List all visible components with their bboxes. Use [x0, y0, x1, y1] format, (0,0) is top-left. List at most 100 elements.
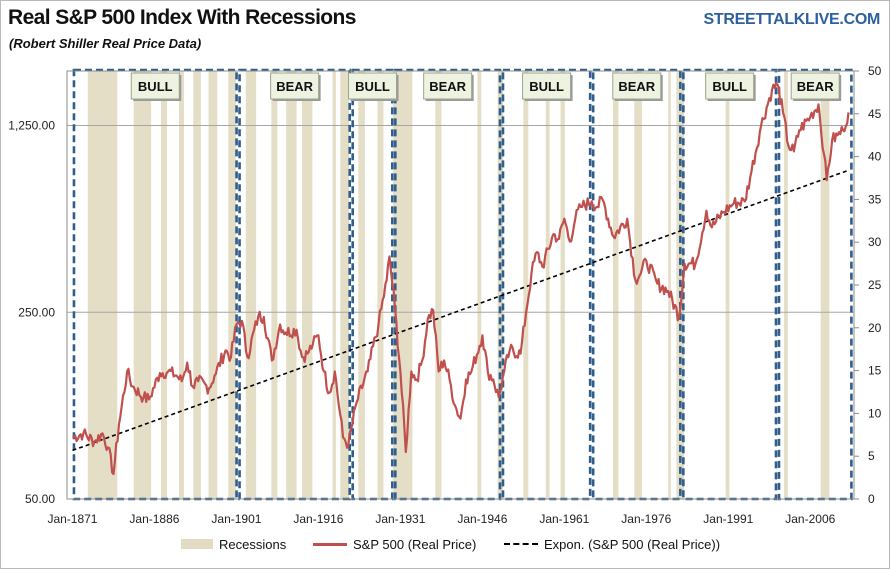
plot-area-border: [66, 70, 855, 500]
recession-band: [784, 71, 788, 499]
x-tick-label: Jan-2006: [785, 512, 835, 526]
recession-band: [634, 71, 642, 499]
phase-label-text: BEAR: [618, 79, 655, 94]
phase-box-bull: [501, 68, 592, 501]
y-right-tick-label: 15: [868, 364, 882, 378]
phase-label-box: [423, 72, 473, 100]
phase-labels: BULL BEAR BULL BEAR BULL BEAR BULL BEAR: [130, 72, 842, 101]
legend-recessions: Recessions: [181, 534, 286, 554]
recession-band: [435, 71, 442, 499]
legend-expon-label: Expon. (S&P 500 (Real Price)): [544, 536, 721, 552]
y-right-tick-label: 0: [868, 492, 875, 506]
phase-label-text: BEAR: [429, 79, 466, 94]
chart-subtitle: (Robert Shiller Real Price Data): [9, 36, 202, 51]
brand-logo-text: STREETTALKLIVE.COM: [703, 11, 880, 28]
phase-label-bull: BULL: [348, 72, 399, 101]
x-tick-label: Jan-1946: [457, 512, 507, 526]
recession-band: [523, 71, 529, 499]
y-right-tick-label: 10: [868, 406, 882, 420]
legend-sp500-label: S&P 500 (Real Price): [353, 536, 477, 552]
phase-label-box: [270, 72, 320, 100]
x-tick-label: Jan-1901: [211, 512, 261, 526]
recession-band: [560, 71, 565, 499]
phase-label-box: [705, 72, 755, 100]
legend-recessions-label: Recessions: [219, 536, 287, 552]
x-tick-label: Jan-1976: [621, 512, 671, 526]
phase-box-bear: [591, 68, 682, 501]
recession-band: [286, 71, 297, 499]
phase-label-text: BEAR: [276, 79, 313, 94]
recession-band: [392, 71, 413, 499]
recession-band: [193, 71, 201, 499]
legend-expon: Expon. (S&P 500 (Real Price)): [504, 534, 720, 554]
phase-label-bear: BEAR: [612, 72, 663, 101]
y-left-tick-label: 1,250.00: [8, 119, 55, 133]
phase-label-bear: BEAR: [790, 72, 842, 101]
legend-expon-swatch: [504, 543, 538, 545]
recession-band: [477, 71, 482, 499]
y-left-tick-label: 250.00: [18, 305, 55, 319]
x-tick-label: Jan-1991: [703, 512, 753, 526]
phase-label-text: BULL: [355, 79, 390, 94]
recession-band: [228, 71, 236, 499]
phase-label-bull: BULL: [705, 72, 756, 101]
recession-band: [332, 71, 336, 499]
y-right-tick-label: 40: [868, 150, 882, 164]
recession-band: [179, 71, 184, 499]
recession-band: [340, 71, 350, 499]
trend-layer: [72, 169, 849, 452]
recession-band: [358, 71, 365, 499]
phase-box-bear: [777, 68, 853, 501]
recession-bands: [87, 71, 830, 499]
recession-band: [161, 71, 168, 499]
legend: Recessions S&P 500 (Real Price) Expon. (…: [1, 534, 889, 554]
recession-band: [612, 71, 619, 499]
sp500-real-price-line: [72, 82, 850, 476]
phase-label-box: [522, 72, 572, 100]
phase-label-text: BEAR: [797, 79, 834, 94]
y-right-tick-label: 50: [868, 64, 882, 78]
phase-label-bull: BULL: [130, 72, 182, 101]
legend-sp500: S&P 500 (Real Price): [313, 534, 476, 554]
x-tick-label: Jan-1931: [375, 512, 425, 526]
y-right-tick-label: 35: [868, 192, 882, 206]
recession-band: [725, 71, 730, 499]
gridlines: [67, 125, 854, 313]
x-tick-label: Jan-1871: [47, 512, 97, 526]
y-right-tick-label: 25: [868, 278, 882, 292]
phase-label-box: [130, 72, 180, 100]
recession-band: [820, 71, 830, 499]
y-left-tick-label: 50.00: [25, 492, 55, 506]
phase-label-box: [612, 72, 662, 100]
phase-label-bull: BULL: [522, 72, 573, 101]
y-right-tick-label: 5: [868, 449, 875, 463]
phase-label-text: BULL: [529, 79, 564, 94]
recession-band: [668, 71, 671, 499]
recession-band: [545, 71, 550, 499]
y-right-tick-label: 30: [868, 235, 882, 249]
legend-sp500-swatch: [313, 542, 347, 546]
phase-label-box: [348, 72, 398, 100]
axes: 50.00 250.00 1,250.00 0 5 10 15 20 25 30 35 40 45 50 J…: [8, 64, 881, 526]
x-tick-label: Jan-1916: [293, 512, 343, 526]
y-right-tick-label: 20: [868, 321, 882, 335]
recession-band: [245, 71, 257, 499]
recession-band: [302, 71, 313, 499]
recession-band: [208, 71, 218, 499]
phase-label-text: BULL: [712, 79, 747, 94]
chart-title: Real S&P 500 Index With Recessions: [8, 6, 356, 29]
y-right-tick-label: 45: [868, 107, 882, 121]
phase-label-box: [790, 72, 840, 100]
legend-recessions-swatch: [181, 539, 213, 549]
x-tick-label: Jan-1961: [539, 512, 589, 526]
x-tick-label: Jan-1886: [129, 512, 179, 526]
recession-band: [133, 71, 152, 499]
recession-band: [377, 71, 384, 499]
phase-label-text: BULL: [138, 79, 173, 94]
phase-label-bear: BEAR: [270, 72, 321, 101]
phase-label-bear: BEAR: [423, 72, 474, 101]
exponential-trend-line: [72, 169, 849, 452]
phase-boxes: [72, 68, 853, 501]
